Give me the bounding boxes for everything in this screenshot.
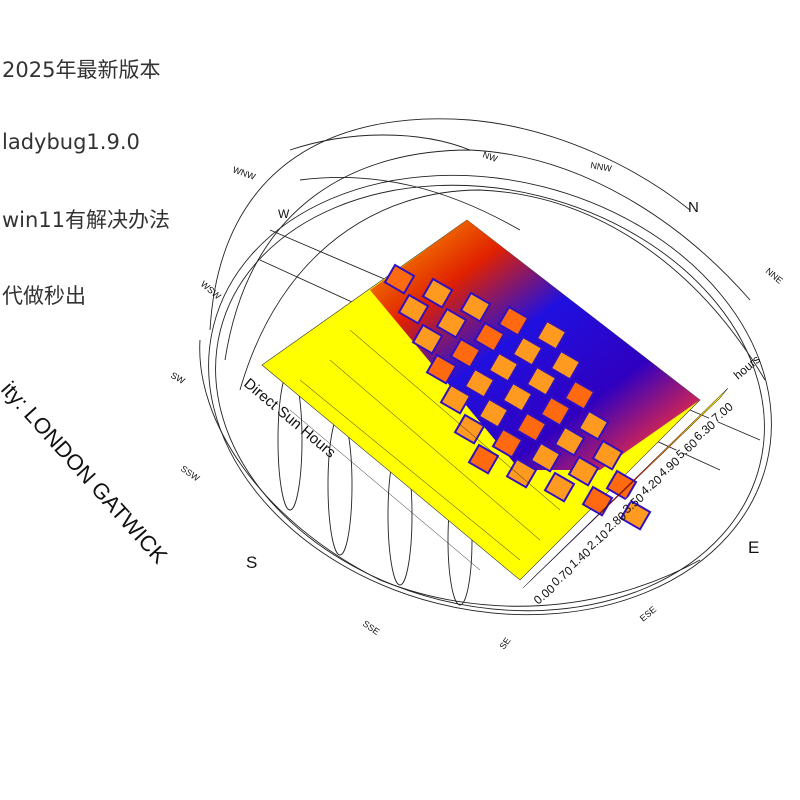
note: 代做秒出 — [2, 284, 86, 308]
compass-label: W — [278, 207, 290, 221]
building — [411, 323, 444, 355]
building — [425, 353, 458, 385]
compass-label: S — [246, 553, 257, 572]
building — [449, 337, 482, 369]
building — [591, 439, 624, 471]
building — [543, 471, 576, 503]
compass-label: WSW — [199, 279, 223, 302]
building — [619, 499, 652, 531]
note: ladybug1.9.0 — [2, 130, 140, 154]
building — [421, 277, 454, 309]
building — [487, 351, 520, 383]
note: win11有解决办法 — [2, 208, 171, 232]
compass-label: SSE — [361, 618, 381, 637]
building — [463, 367, 496, 399]
legend-bar — [522, 387, 729, 589]
location-label: ity: LONDON GATWICK — [0, 377, 173, 569]
compass-label: WNW — [231, 164, 257, 182]
building — [435, 307, 468, 339]
compass-label: NW — [481, 149, 499, 164]
compass-label: SW — [169, 370, 187, 386]
building — [397, 293, 430, 325]
building — [577, 409, 610, 441]
compass-label: E — [748, 538, 759, 557]
building — [473, 321, 506, 353]
building — [439, 383, 472, 415]
building — [511, 335, 544, 367]
compass-label: SE — [497, 636, 512, 652]
building — [567, 455, 600, 487]
building — [563, 379, 596, 411]
building — [525, 365, 558, 397]
compass-label: NNW — [590, 160, 613, 174]
building — [501, 381, 534, 413]
compass-label: N — [688, 199, 699, 216]
compass-label: SSW — [179, 463, 202, 483]
building — [515, 411, 548, 443]
building — [549, 349, 582, 381]
building — [605, 469, 638, 501]
legend-gap — [533, 393, 742, 590]
building — [383, 263, 416, 295]
compass-label: ESE — [638, 604, 658, 623]
building — [453, 413, 486, 445]
note: 2025年最新版本 — [2, 58, 161, 82]
building — [505, 457, 538, 489]
building — [535, 319, 568, 351]
building — [553, 425, 586, 457]
street-lines — [289, 329, 561, 571]
building — [477, 397, 510, 429]
building — [539, 395, 572, 427]
building — [529, 441, 562, 473]
building — [459, 291, 492, 323]
building — [491, 427, 524, 459]
building — [497, 305, 530, 337]
building — [467, 443, 500, 475]
compass-label: NNE — [764, 266, 785, 286]
